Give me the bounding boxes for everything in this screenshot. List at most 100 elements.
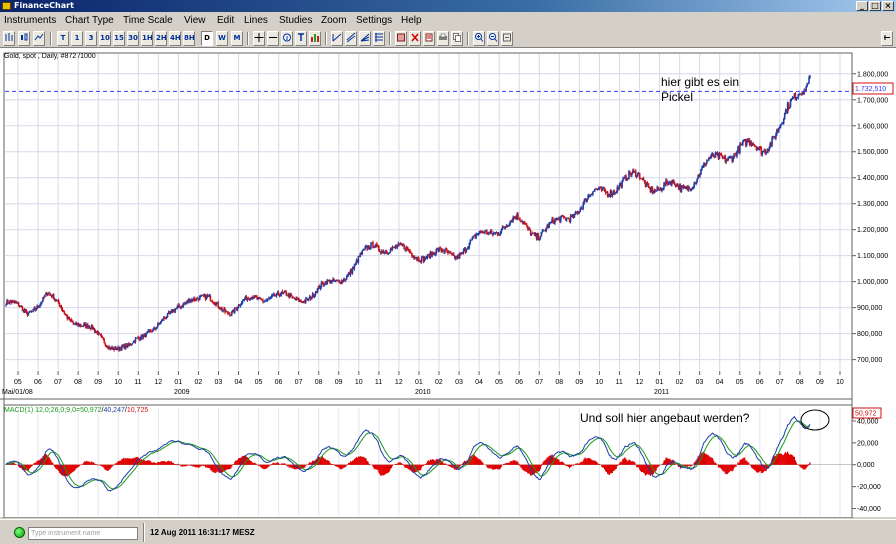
candle-body	[727, 157, 730, 161]
candle-body	[700, 169, 702, 175]
timeframe-m[interactable]: M	[231, 31, 243, 46]
candle-body	[396, 245, 399, 248]
fan-icon[interactable]	[359, 31, 371, 46]
candle-body	[536, 234, 539, 239]
menu-zoom[interactable]: Zoom	[321, 15, 347, 26]
trendline-icon[interactable]	[331, 31, 343, 46]
candle-body	[162, 317, 165, 321]
candle-body	[676, 183, 679, 186]
timeframe-2h[interactable]: 2H	[155, 31, 167, 46]
volume-bars-icon[interactable]	[309, 31, 321, 46]
print-icon[interactable]	[437, 31, 449, 46]
chart-line-icon[interactable]	[33, 31, 45, 46]
candle-body	[775, 134, 777, 139]
candle-body	[267, 298, 269, 300]
candle-body	[505, 225, 508, 228]
time-axis-label: 11	[375, 379, 382, 386]
maximize-button[interactable]: □	[869, 1, 881, 11]
candle-body	[740, 143, 742, 145]
candle-body	[199, 295, 202, 297]
candle-body	[449, 251, 451, 253]
candle-body	[138, 337, 141, 340]
timeframe-1[interactable]: 1	[71, 31, 83, 46]
timeframe-8h[interactable]: 8H	[183, 31, 195, 46]
candle-body	[399, 243, 402, 245]
candle-body	[529, 230, 532, 235]
candle-body	[618, 185, 621, 189]
zoom-out-icon[interactable]	[487, 31, 499, 46]
candle-body	[66, 315, 69, 319]
timeframe-15[interactable]: 15	[113, 31, 125, 46]
candle-body	[674, 185, 677, 187]
candle-body	[533, 233, 536, 236]
candle-body	[754, 145, 757, 147]
candle-body	[395, 246, 398, 248]
panel-toggle-icon[interactable]	[881, 31, 893, 46]
candle-body	[221, 307, 223, 311]
timeframe-10[interactable]: 10	[99, 31, 111, 46]
candle-body	[447, 251, 449, 254]
menu-lines[interactable]: Lines	[244, 15, 268, 26]
toolbar-separator	[50, 32, 52, 45]
timeframe-30[interactable]: 30	[127, 31, 139, 46]
text-tool-icon[interactable]	[295, 31, 307, 46]
menu-time-scale[interactable]: Time Scale	[123, 15, 173, 26]
instrument-search-input[interactable]: Type instrument name	[28, 527, 138, 540]
candle-body	[343, 279, 346, 281]
copy-icon[interactable]	[451, 31, 463, 46]
minimize-button[interactable]: _	[856, 1, 868, 11]
select-tool-icon[interactable]	[395, 31, 407, 46]
timeframe-t[interactable]: T	[57, 31, 69, 46]
delete-all-icon[interactable]	[423, 31, 435, 46]
timeframe-4h[interactable]: 4H	[169, 31, 181, 46]
candle-body	[376, 243, 378, 246]
candle-body	[308, 296, 311, 299]
candle-body	[796, 97, 799, 99]
channel-icon[interactable]	[345, 31, 357, 46]
price-chart[interactable]: Gold, spot , Daily, #872 /1000 1.732,510…	[0, 48, 896, 519]
candle-body	[641, 178, 644, 180]
candle-body	[732, 158, 734, 162]
candle-body	[591, 194, 593, 195]
candle-body	[202, 294, 205, 296]
candle-body	[435, 249, 438, 254]
timeframe-1h[interactable]: 1H	[141, 31, 153, 46]
info-icon[interactable]	[281, 31, 293, 46]
candle-body	[253, 295, 256, 299]
chart-candle-icon[interactable]	[18, 31, 30, 46]
close-button[interactable]: ×	[882, 1, 894, 11]
horizontal-line-icon[interactable]	[267, 31, 279, 46]
candle-body	[46, 292, 48, 296]
candle-body	[335, 280, 337, 282]
menu-chart-type[interactable]: Chart Type	[65, 15, 114, 26]
timeframe-d[interactable]: D	[201, 31, 213, 46]
candle-body	[91, 325, 94, 330]
chart-pane[interactable]: Gold, spot , Daily, #872 /1000 1.732,510…	[0, 47, 896, 519]
candle-body	[623, 178, 625, 179]
zoom-in-icon[interactable]	[473, 31, 485, 46]
delete-icon[interactable]	[409, 31, 421, 46]
candle-body	[784, 110, 787, 113]
candle-body	[627, 178, 629, 180]
chart-bars-icon[interactable]	[3, 31, 15, 46]
menu-settings[interactable]: Settings	[356, 15, 393, 26]
candle-body	[617, 186, 620, 189]
timeframe-w[interactable]: W	[216, 31, 228, 46]
candle-body	[682, 186, 685, 188]
candle-body	[71, 321, 73, 322]
candle-body	[159, 321, 162, 324]
candle-body	[173, 309, 176, 312]
title-bar[interactable]: FinanceChart _ □ ×	[0, 0, 896, 12]
timeframe-3[interactable]: 3	[85, 31, 97, 46]
status-divider	[143, 523, 145, 542]
candle-body	[122, 345, 125, 347]
menu-edit[interactable]: Edit	[217, 15, 235, 26]
crosshair-icon[interactable]	[253, 31, 265, 46]
candle-body	[436, 249, 439, 250]
menu-studies[interactable]: Studies	[279, 15, 313, 26]
menu-view[interactable]: View	[184, 15, 206, 26]
fibonacci-icon[interactable]	[373, 31, 385, 46]
menu-instruments[interactable]: Instruments	[4, 15, 57, 26]
zoom-fit-icon[interactable]	[501, 31, 513, 46]
menu-help[interactable]: Help	[401, 15, 422, 26]
